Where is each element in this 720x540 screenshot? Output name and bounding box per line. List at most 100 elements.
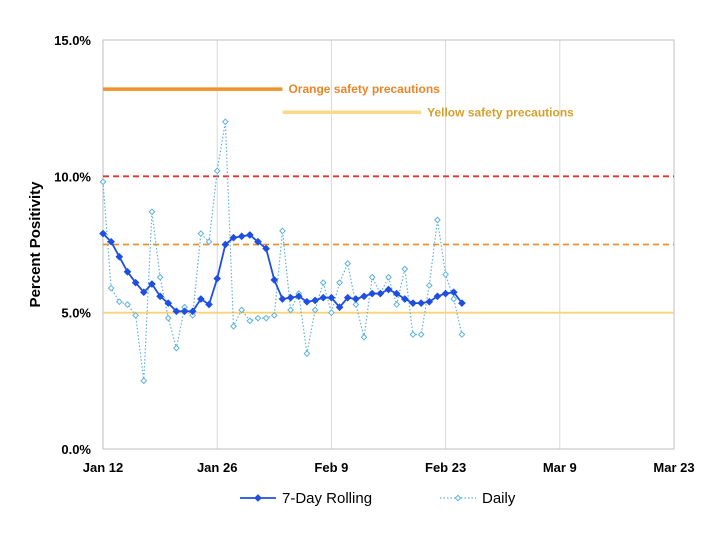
data-point: [385, 273, 392, 281]
data-point: [287, 306, 295, 314]
data-point: [286, 293, 295, 302]
y-axis-ticks: 0.0% 5.0% 10.0% 15.0%: [54, 33, 91, 457]
data-point: [131, 278, 140, 287]
data-point: [115, 252, 124, 261]
data-point: [401, 265, 409, 273]
data-point: [311, 296, 320, 305]
data-point: [189, 311, 197, 319]
data-point: [124, 301, 131, 308]
data-point: [221, 118, 229, 126]
data-point: [279, 227, 286, 235]
data-point: [319, 279, 327, 287]
y-tick-label: 5.0%: [61, 306, 91, 321]
x-tick-label: Jan 26: [197, 460, 237, 475]
data-point: [392, 289, 401, 298]
data-point: [164, 314, 172, 322]
data-point: [344, 260, 352, 267]
x-tick-label: Feb 9: [314, 460, 348, 475]
data-point: [156, 273, 164, 281]
data-point: [173, 344, 180, 352]
annotation-label: Yellow safety precautions: [427, 105, 574, 119]
series-rolling: [99, 229, 466, 316]
data-point: [351, 295, 360, 303]
data-point: [400, 295, 409, 303]
data-point: [139, 288, 148, 297]
data-point: [393, 301, 401, 308]
data-point: [140, 377, 148, 385]
data-point: [238, 306, 246, 314]
data-point: [417, 331, 425, 338]
data-point: [148, 208, 156, 216]
series-line: [102, 121, 463, 381]
data-point: [278, 295, 287, 303]
x-tick-label: Jan 12: [83, 460, 123, 475]
data-point: [270, 275, 279, 284]
data-point: [123, 267, 132, 276]
y-axis-title: Percent Positivity: [27, 181, 44, 308]
data-point: [311, 306, 319, 314]
series-layer: [99, 118, 466, 385]
data-point: [336, 279, 343, 287]
data-point: [99, 178, 107, 186]
data-point: [107, 284, 115, 292]
data-point: [450, 295, 458, 303]
data-point: [376, 289, 385, 298]
annotation-label: Orange safety precautions: [288, 82, 440, 96]
data-point: [245, 231, 254, 239]
data-point: [99, 229, 107, 238]
data-point: [270, 311, 278, 319]
data-point: [197, 230, 205, 238]
data-point: [433, 292, 442, 301]
data-point: [327, 309, 335, 317]
y-tick-label: 15.0%: [54, 33, 91, 48]
y-tick-label: 10.0%: [54, 169, 91, 184]
data-point: [343, 293, 352, 302]
data-point: [246, 317, 254, 325]
legend: 7-Day Rolling Daily: [240, 490, 516, 507]
legend-label: 7-Day Rolling: [282, 490, 372, 507]
data-point: [229, 233, 238, 242]
data-point: [180, 307, 189, 316]
data-point: [205, 238, 213, 246]
data-point: [425, 297, 434, 306]
y-tick-label: 0.0%: [61, 442, 91, 457]
data-point: [213, 167, 221, 175]
data-point: [457, 299, 466, 308]
data-point: [205, 300, 213, 309]
legend-label: Daily: [482, 490, 516, 507]
x-tick-label: Mar 23: [653, 460, 694, 475]
data-point: [196, 295, 205, 303]
legend-item: 7-Day Rolling: [240, 490, 372, 507]
data-point: [107, 237, 116, 246]
data-point: [115, 298, 123, 306]
data-point: [409, 299, 417, 308]
data-point: [221, 240, 230, 249]
data-point: [303, 350, 311, 357]
data-point: [294, 292, 303, 301]
data-point: [213, 274, 222, 283]
data-point: [147, 280, 156, 288]
legend-item: Daily: [440, 490, 516, 507]
data-point: [262, 244, 271, 253]
data-point: [302, 297, 311, 306]
data-point: [441, 289, 450, 298]
data-point: [384, 285, 393, 294]
x-axis-ticks: Jan 12 Jan 26 Feb 9 Feb 23 Mar 9 Mar 23: [83, 460, 695, 475]
data-point: [458, 331, 466, 338]
data-point: [417, 299, 426, 308]
data-point: [360, 292, 368, 301]
data-point: [327, 293, 336, 302]
x-tick-label: Feb 23: [425, 460, 466, 475]
series-daily: [99, 118, 466, 385]
data-point: [360, 333, 368, 341]
data-point: [188, 307, 197, 316]
data-point: [409, 331, 417, 338]
data-point: [172, 307, 181, 316]
data-point: [164, 299, 173, 308]
data-point: [449, 288, 458, 297]
data-point: [368, 273, 376, 281]
data-point: [254, 314, 262, 322]
data-point: [352, 301, 360, 308]
